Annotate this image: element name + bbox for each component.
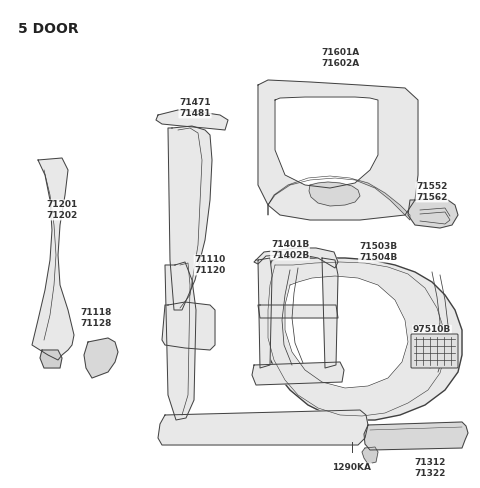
Polygon shape xyxy=(364,422,468,450)
Polygon shape xyxy=(258,80,418,220)
Polygon shape xyxy=(162,302,215,350)
Polygon shape xyxy=(84,338,118,378)
Polygon shape xyxy=(258,258,272,368)
Polygon shape xyxy=(362,447,378,464)
Circle shape xyxy=(349,429,355,434)
Text: 71312
71322: 71312 71322 xyxy=(414,458,446,478)
Text: 71201
71202: 71201 71202 xyxy=(47,200,78,220)
Polygon shape xyxy=(168,126,212,310)
Polygon shape xyxy=(40,350,62,368)
Polygon shape xyxy=(32,158,74,360)
Bar xyxy=(172,324,208,332)
Text: 71601A
71602A: 71601A 71602A xyxy=(321,48,359,68)
Polygon shape xyxy=(156,110,228,130)
Bar xyxy=(170,315,208,324)
Polygon shape xyxy=(165,262,196,420)
Polygon shape xyxy=(309,182,360,206)
Text: 1290KA: 1290KA xyxy=(333,464,372,472)
Polygon shape xyxy=(408,198,458,228)
Polygon shape xyxy=(285,276,408,388)
Text: 71503B
71504B: 71503B 71504B xyxy=(359,243,397,262)
Bar xyxy=(172,313,208,321)
Text: 5 DOOR: 5 DOOR xyxy=(18,22,79,36)
Polygon shape xyxy=(252,362,344,385)
Polygon shape xyxy=(262,258,462,420)
Bar xyxy=(170,326,208,335)
Polygon shape xyxy=(158,410,368,445)
Text: 71552
71562: 71552 71562 xyxy=(416,183,448,202)
FancyBboxPatch shape xyxy=(411,334,458,368)
Text: 71118
71128: 71118 71128 xyxy=(80,308,112,328)
Polygon shape xyxy=(322,258,338,368)
Text: 97510B: 97510B xyxy=(413,325,451,334)
Polygon shape xyxy=(254,248,338,268)
Text: 71401B
71402B: 71401B 71402B xyxy=(271,240,309,260)
Polygon shape xyxy=(268,176,410,220)
Bar xyxy=(170,337,208,346)
Text: 71110
71120: 71110 71120 xyxy=(194,255,226,275)
Polygon shape xyxy=(258,305,338,318)
Text: 71471
71481: 71471 71481 xyxy=(179,98,211,118)
Bar xyxy=(172,335,208,343)
Polygon shape xyxy=(275,97,378,188)
